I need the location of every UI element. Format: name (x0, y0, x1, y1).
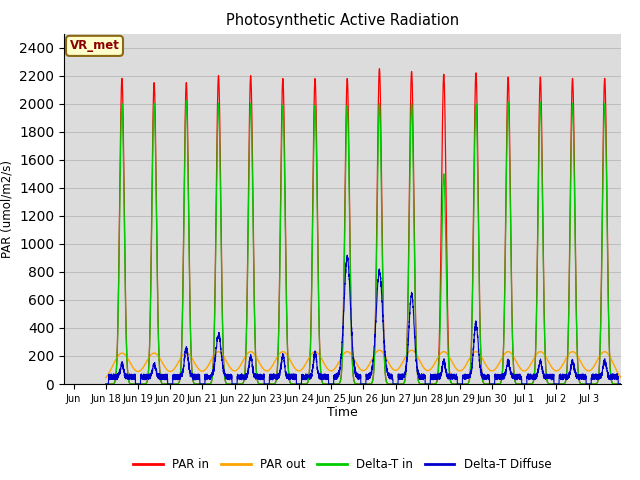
PAR in (410, 186, 418, 192)
Delta-T in (617, 381, 625, 387)
Delta-T in (209, 371, 216, 376)
Delta-T in (182, 98, 190, 104)
Delta-T Diffuse (617, 381, 625, 387)
Delta-T Diffuse (504, 360, 512, 365)
Text: VR_met: VR_met (70, 39, 120, 52)
PAR out (530, 356, 538, 362)
Delta-T in (504, 100, 512, 106)
Delta-T Diffuse (343, 252, 351, 258)
Title: Photosynthetic Active Radiation: Photosynthetic Active Radiation (226, 13, 459, 28)
PAR in (209, 371, 216, 377)
Delta-T in (102, 381, 109, 387)
PAR out (617, 374, 625, 380)
PAR out (543, 356, 551, 361)
Delta-T in (410, 206, 418, 212)
Delta-T Diffuse (543, 373, 551, 379)
Delta-T in (543, 377, 551, 383)
PAR out (408, 348, 415, 353)
X-axis label: Time: Time (327, 407, 358, 420)
Legend: PAR in, PAR out, Delta-T in, Delta-T Diffuse: PAR in, PAR out, Delta-T in, Delta-T Dif… (129, 453, 556, 475)
PAR out (102, 375, 109, 381)
Delta-T Diffuse (530, 375, 538, 381)
Delta-T Diffuse (209, 369, 216, 374)
Line: Delta-T Diffuse: Delta-T Diffuse (106, 255, 621, 384)
Line: Delta-T in: Delta-T in (106, 101, 621, 384)
Line: PAR out: PAR out (106, 350, 621, 378)
PAR in (530, 378, 538, 384)
Y-axis label: PAR (umol/m2/s): PAR (umol/m2/s) (1, 160, 13, 258)
PAR in (504, 75, 512, 81)
PAR in (617, 381, 625, 387)
Delta-T Diffuse (102, 381, 109, 387)
PAR in (543, 377, 551, 383)
PAR out (504, 349, 512, 355)
Line: PAR in: PAR in (106, 69, 621, 384)
PAR in (382, 378, 390, 384)
PAR out (382, 355, 390, 360)
PAR in (102, 381, 109, 387)
Delta-T in (382, 378, 390, 384)
PAR in (376, 66, 383, 72)
PAR out (209, 355, 216, 360)
Delta-T Diffuse (382, 363, 390, 369)
Delta-T Diffuse (410, 318, 418, 324)
Delta-T in (530, 378, 538, 384)
PAR out (410, 348, 418, 354)
